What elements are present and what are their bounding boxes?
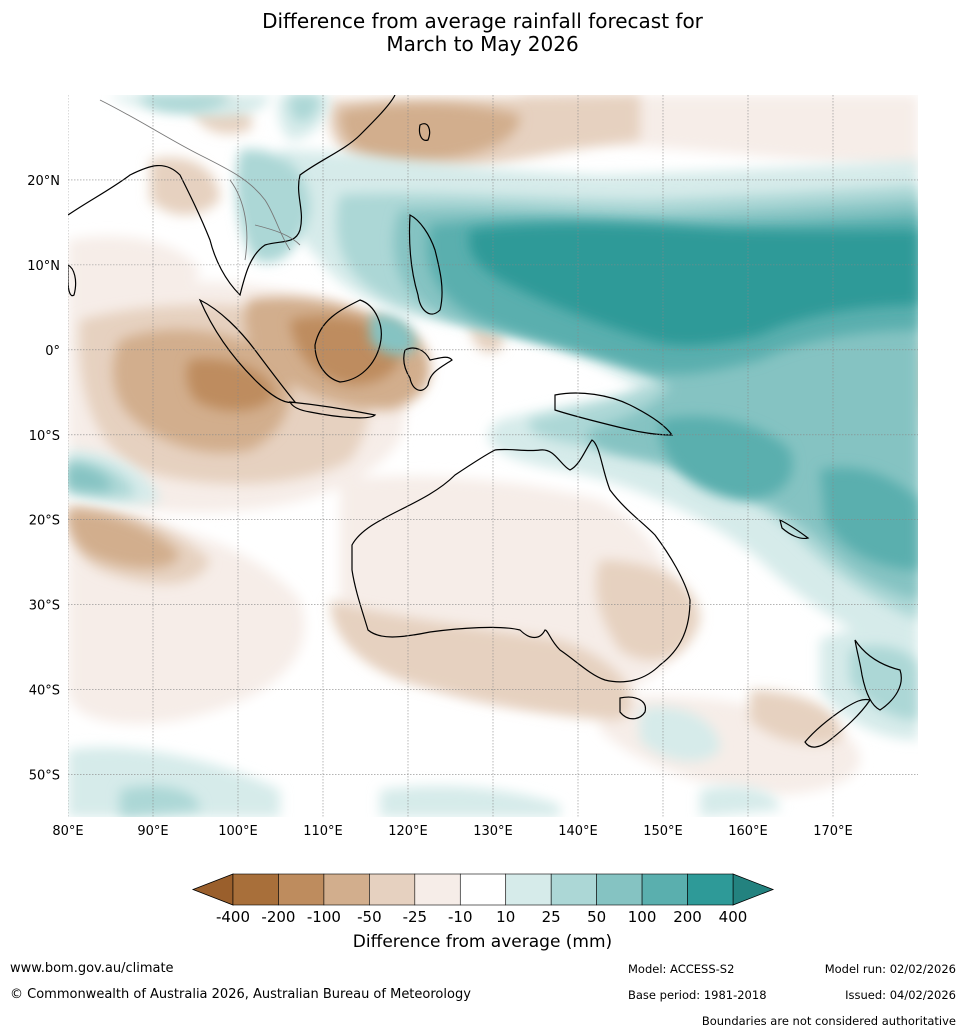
- colorbar-low-arrow: [191, 873, 234, 906]
- colorbar-tick-label: -10: [448, 908, 473, 926]
- lat-label: 50°S: [29, 769, 60, 784]
- graticule: [68, 95, 918, 817]
- latitude-labels: 20°N 10°N 0° 10°S 20°S 30°S 40°S 50°S: [27, 174, 60, 784]
- colorbar-tick-label: -400: [216, 908, 250, 926]
- taiwan-coast: [418, 123, 431, 141]
- colorbar-tick-label: -200: [261, 908, 295, 926]
- longitude-labels: 80°E 90°E 100°E 110°E 120°E 130°E 140°E …: [52, 824, 852, 839]
- model-run-date: Model run: 02/02/2026: [824, 962, 956, 976]
- colorbar-high-arrow: [732, 873, 775, 906]
- new-zealand-south-coast: [804, 698, 871, 748]
- colorbar-cell: [232, 873, 279, 906]
- lon-label: 90°E: [137, 824, 168, 839]
- philippines-coast: [408, 214, 443, 315]
- lon-label: 140°E: [558, 824, 598, 839]
- lon-label: 150°E: [643, 824, 683, 839]
- colorbar-cell: [414, 873, 461, 906]
- lat-label: 20°S: [29, 514, 60, 529]
- website-link[interactable]: www.bom.gov.au/climate: [10, 961, 174, 976]
- lat-label: 20°N: [27, 174, 60, 189]
- colorbar-tick-label: -25: [403, 908, 428, 926]
- tasmania-coast: [619, 696, 646, 720]
- lat-label: 30°S: [29, 599, 60, 614]
- colorbar-cell: [687, 873, 734, 906]
- title-line-2: March to May 2026: [386, 32, 579, 56]
- lon-label: 100°E: [218, 824, 258, 839]
- lon-label: 80°E: [52, 824, 83, 839]
- base-period: Base period: 1981-2018: [628, 988, 767, 1002]
- colorbar-cell: [278, 873, 325, 906]
- sulawesi-coast: [403, 347, 453, 391]
- colorbar-title: Difference from average (mm): [352, 932, 613, 952]
- lon-label: 120°E: [388, 824, 428, 839]
- model-name: Model: ACCESS-S2: [628, 962, 735, 976]
- colorbar-tick-label: 100: [628, 908, 657, 926]
- colorbar-tick-label: 200: [673, 908, 702, 926]
- colorbar-cell: [369, 873, 416, 906]
- colorbar-tick-label: -100: [307, 908, 341, 926]
- lon-label: 170°E: [813, 824, 853, 839]
- asia-coast: [68, 95, 396, 297]
- lat-label: 10°S: [29, 429, 60, 444]
- colorbar-tick-label: 10: [496, 908, 515, 926]
- lon-label: 130°E: [473, 824, 513, 839]
- rainfall-field: [68, 95, 918, 817]
- copyright-notice: © Commonwealth of Australia 2026, Austra…: [10, 987, 471, 1002]
- colorbar-cell: [596, 873, 643, 906]
- colorbar-tick-label: 50: [587, 908, 606, 926]
- lon-label: 160°E: [728, 824, 768, 839]
- colorbar-tick-label: 25: [542, 908, 561, 926]
- wet-extreme-areas: [469, 224, 918, 346]
- colorbar-cell: [505, 873, 552, 906]
- colorbar-cell: [323, 873, 370, 906]
- lat-label: 0°: [45, 344, 60, 359]
- lat-label: 10°N: [27, 259, 60, 274]
- coastlines: [68, 95, 902, 748]
- borneo-coast: [314, 299, 382, 383]
- colorbar-cell: [459, 873, 507, 906]
- boundaries-disclaimer: Boundaries are not considered authoritat…: [701, 1014, 956, 1028]
- colorbar-cell: [550, 873, 597, 906]
- colorbar-tick-label: -50: [357, 908, 382, 926]
- country-borders: [99, 99, 301, 261]
- java-coast: [288, 401, 377, 419]
- issued-date: Issued: 04/02/2026: [845, 988, 956, 1002]
- new-caledonia-coast: [779, 518, 810, 540]
- colorbar-cell: [641, 873, 688, 906]
- title-line-1: Difference from average rainfall forecas…: [262, 9, 703, 33]
- colorbar: -400 -200 -100 -50 -25 -10 10 25 50 100 …: [191, 873, 775, 926]
- australia-coast: [351, 439, 691, 683]
- lon-label: 110°E: [303, 824, 343, 839]
- new-zealand-north-coast: [854, 639, 902, 711]
- colorbar-tick-label: 400: [719, 908, 748, 926]
- lat-label: 40°S: [29, 684, 60, 699]
- chart-title: Difference from average rainfall forecas…: [0, 10, 965, 56]
